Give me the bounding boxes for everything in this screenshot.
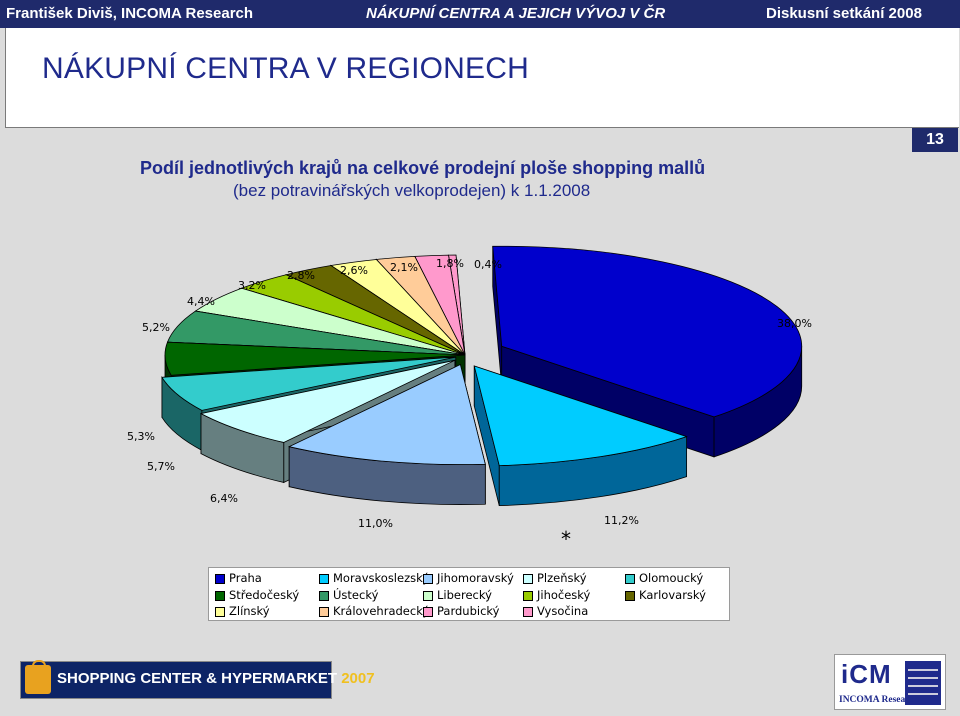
page-title: NÁKUPNÍ CENTRA V REGIONECH: [42, 52, 529, 85]
pie-slice-moravskoslezský: [473, 365, 688, 507]
legend-label: Plzeňský: [537, 571, 587, 585]
legend-label: Středočeský: [229, 587, 300, 602]
legend-label: Liberecký: [437, 587, 492, 602]
data-label: 2,1%: [390, 261, 418, 274]
chart-legend: Praha Moravskoslezský Jihomoravský Plzeňský…: [208, 567, 730, 621]
pie-slice-jihomoravský: [287, 363, 486, 505]
data-label: 2,6%: [340, 264, 368, 277]
data-label: 11,0%: [358, 517, 393, 530]
chart-title: Podíl jednotlivých krajů na celkové prod…: [140, 158, 706, 178]
legend-swatch: [319, 574, 329, 584]
legend-swatch: [319, 607, 329, 617]
header-event: Diskusní setkání 2008: [766, 5, 922, 22]
legend-label: Olomoucký: [639, 571, 704, 585]
legend-label: Zlínský: [229, 604, 270, 618]
legend-label: Vysočina: [537, 604, 589, 618]
slide-number: 13: [912, 128, 958, 152]
data-label: 2,8%: [287, 269, 315, 282]
data-label: 1,8%: [436, 257, 464, 270]
data-label: 38,0%: [777, 317, 812, 330]
header-author: František Diviš, INCOMA Research: [6, 5, 254, 22]
legend-swatch: [625, 590, 635, 601]
data-label: 4,4%: [187, 295, 215, 308]
legend-label: Karlovarský: [639, 587, 706, 602]
annotation-asterisk: *: [561, 527, 571, 551]
legend-label: Pardubický: [437, 604, 500, 618]
legend-label: Moravskoslezský: [333, 571, 430, 585]
legend-label: Královehradecký: [333, 604, 430, 618]
legend-swatch: [215, 574, 225, 584]
legend-swatch: [215, 590, 225, 601]
legend-swatch: [625, 574, 635, 584]
header-bar: František Diviš, INCOMA Research NÁKUPNÍ…: [0, 0, 960, 28]
header-topic: NÁKUPNÍ CENTRA A JEJICH VÝVOJ V ČR: [366, 5, 666, 22]
legend-swatch: [423, 574, 433, 584]
legend-swatch: [523, 590, 533, 601]
legend-swatch: [423, 590, 433, 601]
legend-swatch: [423, 607, 433, 617]
data-label: 0,4%: [474, 258, 502, 271]
data-label: 11,2%: [604, 514, 639, 527]
title-box: NÁKUPNÍ CENTRA V REGIONECH: [5, 28, 959, 128]
chart-subtitle: (bez potravinářských velkoprodejen) k 1.…: [233, 181, 591, 200]
legend-label: Jihomoravský: [437, 571, 514, 585]
legend-label: Ústecký: [333, 587, 379, 602]
data-label: 3,2%: [238, 279, 266, 292]
data-label: 5,3%: [127, 430, 155, 443]
banner-logo-text: SHOPPING CENTER & HYPERMARKET 2007: [57, 670, 375, 687]
legend-swatch: [523, 607, 533, 617]
event-banner: SHOPPING CENTER & HYPERMARKET 2007: [20, 660, 375, 699]
data-label: 5,7%: [147, 460, 175, 473]
legend-label: Jihočeský: [537, 587, 591, 602]
legend-swatch: [215, 607, 225, 617]
data-label: 6,4%: [210, 492, 238, 505]
legend-swatch: [319, 590, 329, 601]
incoma-logo: iCM INCOMA Research: [834, 654, 946, 710]
shopping-bag-icon: [25, 660, 51, 694]
data-label: 5,2%: [142, 321, 170, 334]
legend-swatch: [523, 574, 533, 584]
legend-label: Praha: [229, 571, 262, 585]
